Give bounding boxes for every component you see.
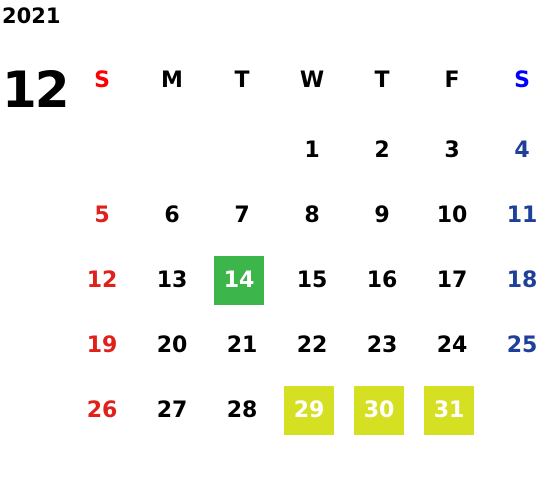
day: 21 [226, 333, 258, 358]
weekday: M [161, 68, 183, 93]
day: 16 [366, 268, 398, 293]
day: 4 [514, 138, 530, 163]
weekday: F [444, 68, 460, 93]
day: 5 [94, 203, 110, 228]
day: 20 [156, 333, 188, 358]
day: 23 [366, 333, 398, 358]
weekday: S [514, 68, 530, 93]
day: 28 [226, 398, 258, 423]
day: 18 [506, 268, 538, 293]
weekday: W [299, 68, 325, 93]
day: 25 [506, 333, 538, 358]
day: 22 [296, 333, 328, 358]
highlighted-day: 31 [424, 386, 474, 435]
day: 15 [296, 268, 328, 293]
day: 12 [86, 268, 118, 293]
highlighted-day: 29 [284, 386, 334, 435]
highlighted-day: 30 [354, 386, 404, 435]
day: 24 [436, 333, 468, 358]
day: 7 [234, 203, 250, 228]
day: 26 [86, 398, 118, 423]
day: 11 [506, 203, 538, 228]
day: 27 [156, 398, 188, 423]
day: 9 [374, 203, 390, 228]
month: 12 [2, 61, 70, 119]
day: 1 [304, 138, 320, 163]
day: 19 [86, 333, 118, 358]
highlighted-day: 14 [214, 256, 264, 305]
day: 13 [156, 268, 188, 293]
day: 3 [444, 138, 460, 163]
day: 8 [304, 203, 320, 228]
weekday: T [234, 68, 250, 93]
year: 2021 [2, 4, 61, 28]
weekday: T [374, 68, 390, 93]
day: 17 [436, 268, 468, 293]
day: 10 [436, 203, 468, 228]
weekday: S [94, 68, 110, 93]
day: 2 [374, 138, 390, 163]
day: 6 [164, 203, 180, 228]
